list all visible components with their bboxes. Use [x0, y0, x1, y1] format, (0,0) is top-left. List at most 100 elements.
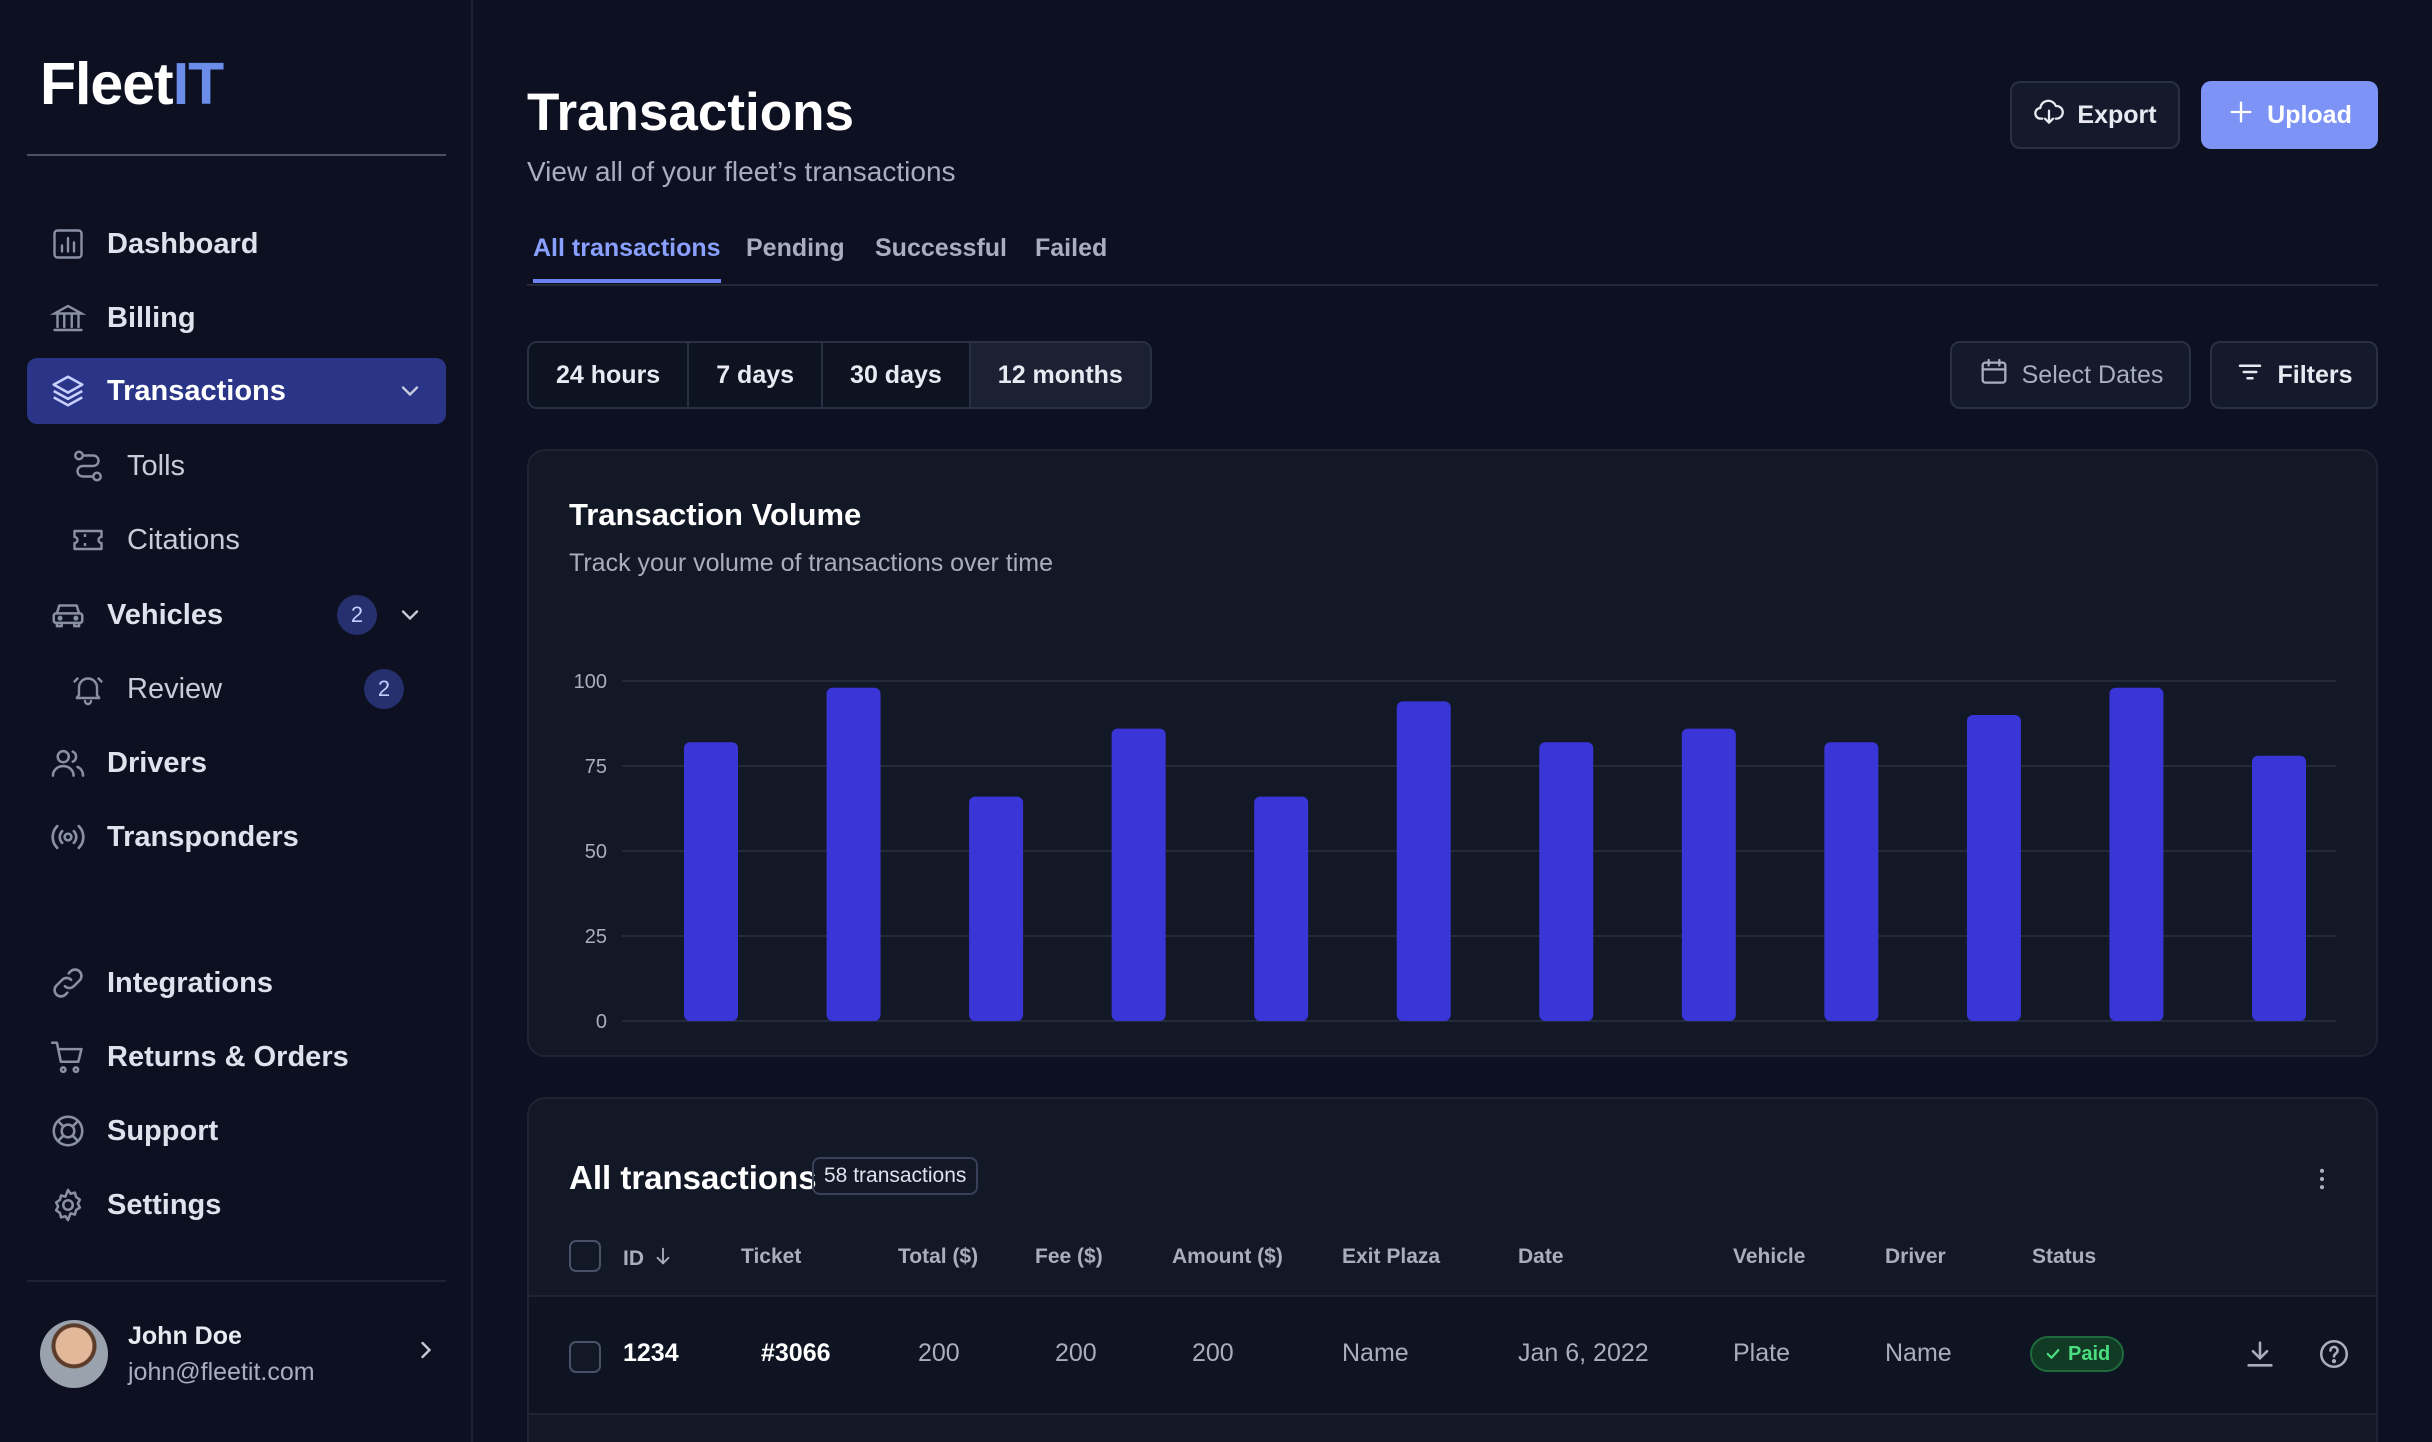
chart-title: Transaction Volume: [569, 497, 862, 532]
sidebar-item-citations[interactable]: Citations: [27, 507, 446, 573]
sidebar-item-label: Transponders: [107, 820, 299, 853]
column-header-fee[interactable]: Fee ($): [1035, 1245, 1103, 1268]
chevron-down-icon[interactable]: [396, 601, 424, 629]
range-7-days[interactable]: 7 days: [689, 343, 824, 407]
gear-icon: [47, 1184, 89, 1226]
sidebar-item-vehicles[interactable]: Vehicles 2: [27, 582, 446, 648]
sidebar-item-label: Drivers: [107, 746, 207, 779]
chart-bar: [1539, 742, 1594, 1021]
x-tick-label: Dec: [2260, 1039, 2297, 1041]
chart-bar: [826, 687, 881, 1021]
sidebar-item-returns-orders[interactable]: Returns & Orders: [27, 1024, 446, 1090]
x-tick-label: Apr: [1122, 1039, 1155, 1041]
x-tick-label: Mar: [978, 1039, 1014, 1041]
sidebar-item-integrations[interactable]: Integrations: [27, 950, 446, 1016]
column-header-total[interactable]: Total ($): [898, 1245, 979, 1268]
column-header-driver[interactable]: Driver: [1885, 1245, 1946, 1268]
sidebar-item-billing[interactable]: Billing: [27, 285, 446, 351]
x-tick-label: Nov: [2118, 1039, 2156, 1041]
select-all-checkbox[interactable]: [569, 1240, 601, 1272]
user-profile[interactable]: John Doe john@fleetit.com: [40, 1318, 440, 1392]
x-tick-label: Jan: [694, 1039, 728, 1041]
avatar: [40, 1320, 108, 1388]
range-24-hours[interactable]: 24 hours: [529, 343, 690, 407]
column-header-ticket[interactable]: Ticket: [741, 1245, 802, 1268]
export-button[interactable]: Export: [2010, 81, 2180, 149]
cell-driver: Name: [1885, 1339, 1952, 1367]
x-tick-label: May: [1261, 1039, 1301, 1041]
cart-icon: [47, 1036, 89, 1078]
download-icon[interactable]: [2243, 1337, 2277, 1371]
table-row[interactable]: 1234 #3066 200 200 200 Name Jan 6, 2022 …: [529, 1295, 2376, 1415]
transaction-volume-card: Transaction Volume Track your volume of …: [527, 449, 2378, 1057]
signal-icon: [47, 816, 89, 858]
filter-lines-icon: [2235, 357, 2277, 394]
x-tick-label: Jul: [1553, 1039, 1580, 1041]
bell-icon: [67, 668, 109, 710]
sidebar-item-transponders[interactable]: Transponders: [27, 804, 446, 870]
chevron-right-icon[interactable]: [412, 1336, 440, 1364]
sidebar-item-support[interactable]: Support: [27, 1098, 446, 1164]
sidebar-item-settings[interactable]: Settings: [27, 1172, 446, 1238]
column-header-date[interactable]: Date: [1518, 1245, 1564, 1268]
column-header-status[interactable]: Status: [2032, 1245, 2097, 1268]
sidebar-item-label: Returns & Orders: [107, 1040, 349, 1073]
tab-bar: All transactions Pending Successful Fail…: [527, 230, 2378, 286]
sidebar-item-label: Review: [127, 672, 223, 705]
sidebar-item-transactions[interactable]: Transactions: [27, 358, 446, 424]
upload-label: Upload: [2267, 100, 2352, 129]
status-badge: Paid: [2030, 1336, 2125, 1372]
cell-amount: 200: [1192, 1339, 1234, 1367]
route-icon: [67, 445, 109, 487]
time-range-selector: 24 hours 7 days 30 days 12 months: [527, 341, 1152, 409]
upload-button[interactable]: Upload: [2201, 81, 2378, 149]
chart-subtitle: Track your volume of transactions over t…: [569, 549, 1053, 577]
column-header-amount[interactable]: Amount ($): [1172, 1245, 1283, 1268]
chart-bar: [2252, 755, 2306, 1021]
chart-bar: [969, 796, 1024, 1021]
sidebar-item-dashboard[interactable]: Dashboard: [27, 211, 446, 277]
chevron-down-icon[interactable]: [396, 377, 424, 405]
cell-ticket[interactable]: #3066: [761, 1339, 831, 1367]
sidebar-item-review[interactable]: Review 2: [27, 656, 446, 722]
count-badge: 2: [364, 669, 404, 709]
chart-bar: [1254, 796, 1309, 1021]
chart-bar: [1966, 715, 2021, 1021]
layers-icon: [47, 370, 89, 412]
tab-pending[interactable]: Pending: [746, 234, 845, 262]
sidebar-item-label: Integrations: [107, 966, 273, 999]
divider: [27, 154, 446, 156]
sidebar-item-label: Transactions: [107, 374, 286, 407]
more-vertical-icon[interactable]: [2308, 1165, 2336, 1193]
range-30-days[interactable]: 30 days: [823, 343, 971, 407]
chart-bar: [1824, 742, 1879, 1021]
x-tick-label: Oct: [1978, 1039, 2011, 1041]
table-title: All transactions: [569, 1159, 817, 1196]
bank-icon: [47, 297, 89, 339]
chart-bar: [1681, 728, 1736, 1021]
sidebar-item-tolls[interactable]: Tolls: [27, 433, 446, 499]
plus-icon: [2227, 98, 2267, 133]
range-12-months[interactable]: 12 months: [970, 343, 1150, 407]
column-header-vehicle[interactable]: Vehicle: [1733, 1245, 1806, 1268]
logo[interactable]: FleetIT: [40, 51, 224, 117]
tab-successful[interactable]: Successful: [875, 234, 1008, 262]
transactions-table-card: All transactions 58 transactions ID Tick…: [527, 1097, 2378, 1442]
cell-id: 1234: [623, 1339, 679, 1367]
filters-button[interactable]: Filters: [2210, 341, 2378, 409]
y-tick-label: 50: [585, 841, 607, 863]
help-circle-icon[interactable]: [2317, 1337, 2351, 1371]
y-tick-label: 0: [596, 1011, 607, 1033]
tab-all-transactions[interactable]: All transactions: [533, 234, 721, 283]
sidebar-item-label: Citations: [127, 523, 240, 556]
page-title: Transactions: [527, 83, 854, 142]
x-tick-label: Feb: [835, 1039, 871, 1041]
column-header-id[interactable]: ID: [623, 1245, 674, 1273]
chart-bar: [1396, 701, 1451, 1021]
sidebar: FleetIT Dashboard Billing Transactions T…: [0, 0, 473, 1442]
column-header-exit-plaza[interactable]: Exit Plaza: [1342, 1245, 1441, 1268]
row-checkbox[interactable]: [569, 1341, 601, 1373]
select-dates-button[interactable]: Select Dates: [1950, 341, 2191, 409]
tab-failed[interactable]: Failed: [1035, 234, 1108, 262]
sidebar-item-drivers[interactable]: Drivers: [27, 730, 446, 796]
